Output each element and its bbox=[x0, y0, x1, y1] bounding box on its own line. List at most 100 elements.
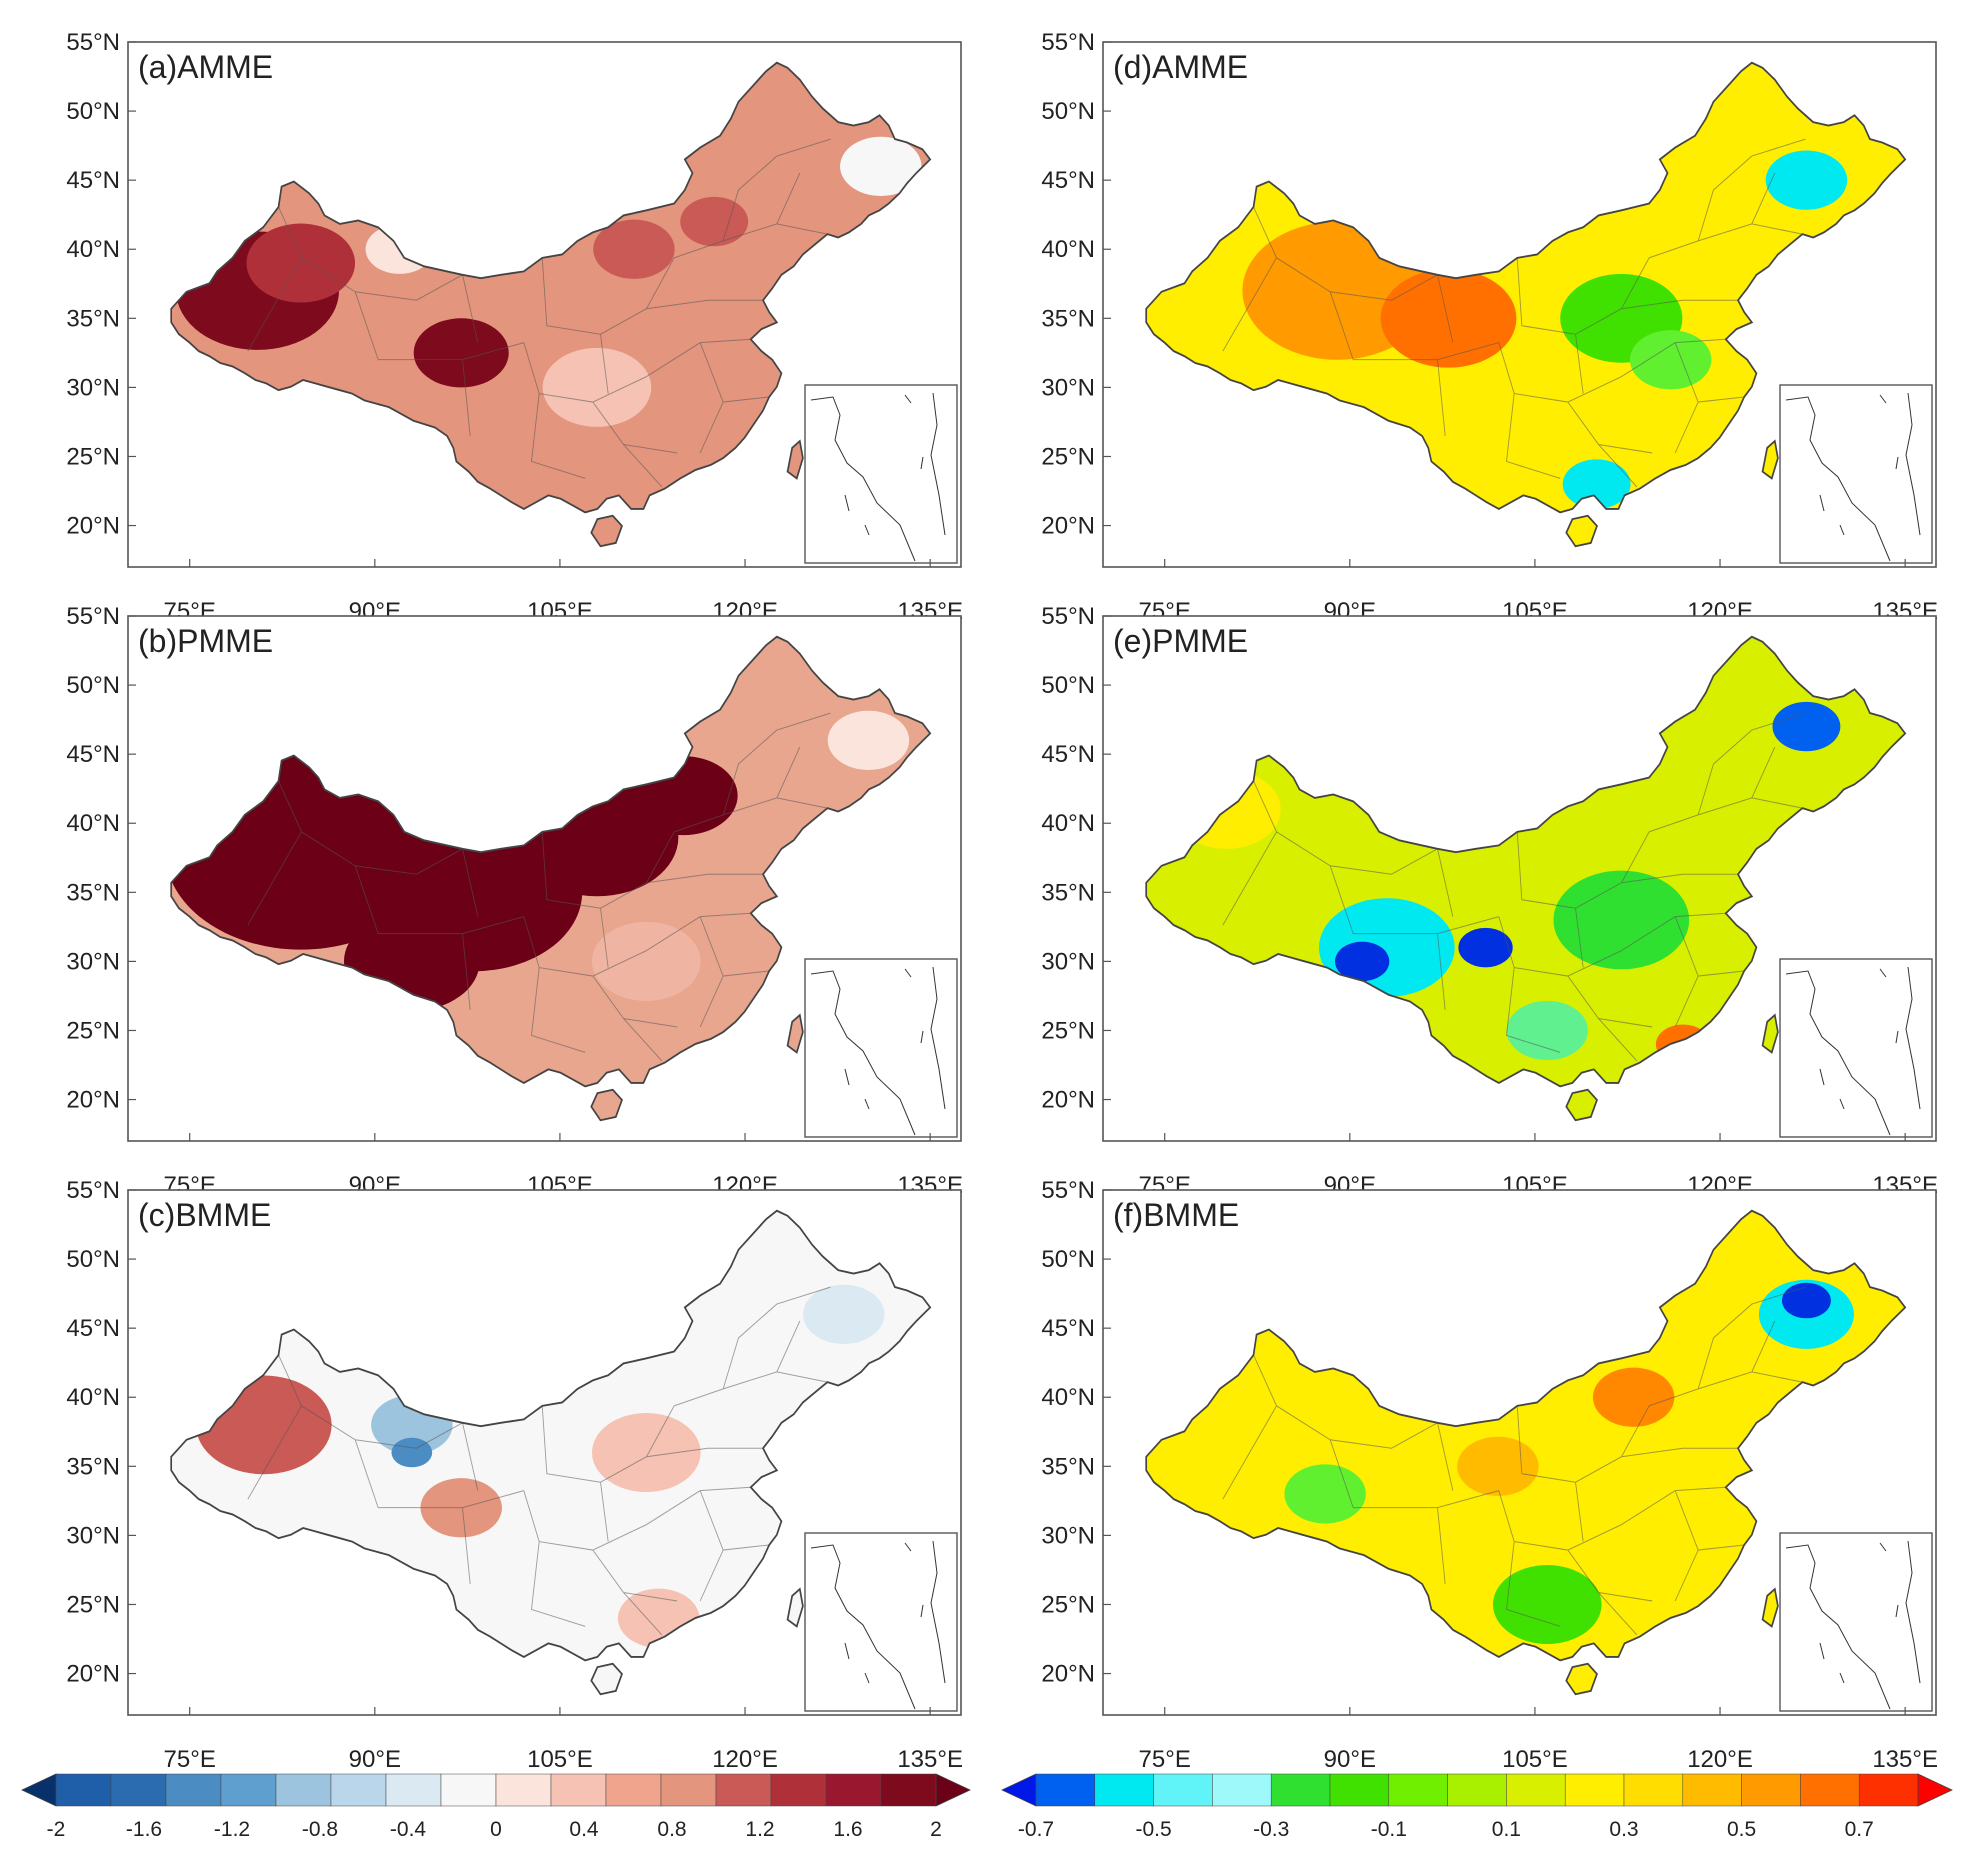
colorbar-tick-label: 0.4 bbox=[569, 1818, 599, 1841]
colorbar-swatch bbox=[1094, 1773, 1154, 1807]
anomaly-patch bbox=[413, 318, 509, 388]
y-tick-label: 20°N bbox=[66, 1661, 120, 1688]
anomaly-patch bbox=[827, 710, 910, 770]
south-china-sea-inset bbox=[804, 384, 958, 564]
anomaly-patch bbox=[1765, 150, 1848, 210]
anomaly-patch bbox=[1457, 1436, 1539, 1496]
colorbar-swatch bbox=[495, 1773, 552, 1807]
map-panel: (f)BMME 55°N 50°N 45°N 40°N 35°N 30°N 25°N 20°N 7… bbox=[1041, 1177, 1938, 1773]
south-china-sea-inset bbox=[1779, 384, 1933, 564]
anomaly-patch bbox=[246, 223, 356, 303]
panel-label: (e)PMME bbox=[1113, 623, 1248, 659]
x-tick-label: 90°E bbox=[349, 1746, 401, 1773]
anomaly-patch bbox=[1781, 1282, 1831, 1319]
colorbar-end-arrow bbox=[935, 1773, 971, 1807]
colorbar-swatch bbox=[440, 1773, 497, 1807]
anomaly-patch bbox=[803, 1284, 885, 1344]
y-tick-label: 45°N bbox=[1041, 741, 1095, 768]
y-tick-label: 35°N bbox=[1041, 305, 1095, 332]
y-tick-label: 30°N bbox=[1041, 374, 1095, 401]
panel-label: (a)AMME bbox=[138, 49, 273, 85]
colorbar-tick-label: -0.3 bbox=[1253, 1818, 1289, 1841]
colorbar-swatch bbox=[715, 1773, 772, 1807]
anomaly-patch bbox=[680, 196, 749, 247]
colorbar-tick-label: 0.5 bbox=[1727, 1818, 1756, 1841]
colorbar-tick-label: -2 bbox=[47, 1818, 66, 1841]
y-tick-label: 20°N bbox=[1041, 1661, 1095, 1688]
colorbar-swatch bbox=[275, 1773, 332, 1807]
y-tick-label: 40°N bbox=[66, 236, 120, 263]
y-tick-label: 35°N bbox=[66, 1453, 120, 1480]
colorbar-tick-label: 0.8 bbox=[657, 1818, 686, 1841]
anomaly-patch bbox=[1492, 1564, 1602, 1644]
colorbar-swatch bbox=[1623, 1773, 1684, 1807]
x-tick-label: 105°E bbox=[527, 1746, 593, 1773]
anomaly-patch bbox=[542, 347, 652, 427]
panel-label: (d)AMME bbox=[1113, 49, 1248, 85]
y-tick-label: 35°N bbox=[1041, 879, 1095, 906]
corr-colorbar: -0.7 -0.5 -0.3 -0.1 0.1 0.3 0.5 0.7 bbox=[1001, 1773, 1953, 1841]
anomaly-patch bbox=[391, 1437, 433, 1468]
y-tick-label: 45°N bbox=[66, 1315, 120, 1342]
anomaly-patch bbox=[1458, 927, 1513, 968]
y-tick-label: 55°N bbox=[66, 603, 120, 630]
south-china-sea-inset bbox=[1779, 1532, 1933, 1712]
colorbar-tick-label: -1.6 bbox=[126, 1818, 162, 1841]
south-china-sea-inset bbox=[804, 1532, 958, 1712]
anomaly-patch bbox=[1592, 1367, 1675, 1427]
y-tick-label: 45°N bbox=[66, 167, 120, 194]
colorbar-tick-label: 1.2 bbox=[745, 1818, 774, 1841]
colorbar-end-arrow bbox=[21, 1773, 57, 1807]
x-tick-label: 90°E bbox=[1324, 1746, 1376, 1773]
y-tick-label: 35°N bbox=[66, 305, 120, 332]
y-tick-label: 20°N bbox=[66, 513, 120, 540]
y-tick-label: 30°N bbox=[66, 1522, 120, 1549]
colorbar-swatch bbox=[385, 1773, 442, 1807]
y-tick-label: 20°N bbox=[1041, 513, 1095, 540]
y-tick-label: 25°N bbox=[66, 443, 120, 470]
y-tick-label: 40°N bbox=[1041, 236, 1095, 263]
y-tick-label: 25°N bbox=[1041, 443, 1095, 470]
y-tick-label: 25°N bbox=[1041, 1017, 1095, 1044]
y-tick-label: 40°N bbox=[66, 1384, 120, 1411]
anomaly-patch bbox=[1629, 330, 1712, 390]
anomaly-patch bbox=[840, 136, 922, 196]
y-tick-label: 55°N bbox=[1041, 29, 1095, 56]
y-tick-label: 25°N bbox=[66, 1591, 120, 1618]
y-tick-label: 30°N bbox=[1041, 948, 1095, 975]
anomaly-patch bbox=[1284, 1464, 1366, 1524]
temp-colorbar: -2 -1.6 -1.2 -0.8 -0.4 0 0.4 0.8 1.2 1.6 2 bbox=[21, 1773, 971, 1841]
x-tick-label: 120°E bbox=[712, 1746, 778, 1773]
colorbar-swatch bbox=[770, 1773, 827, 1807]
y-tick-label: 50°N bbox=[1041, 98, 1095, 125]
y-tick-label: 40°N bbox=[1041, 810, 1095, 837]
y-tick-label: 50°N bbox=[66, 672, 120, 699]
y-tick-label: 20°N bbox=[1041, 1087, 1095, 1114]
x-tick-label: 75°E bbox=[1139, 1746, 1191, 1773]
x-tick-label: 135°E bbox=[1872, 1746, 1938, 1773]
y-tick-label: 45°N bbox=[1041, 167, 1095, 194]
anomaly-patch bbox=[1562, 459, 1631, 509]
colorbar-tick-label: 1.6 bbox=[833, 1818, 862, 1841]
anomaly-patch bbox=[1380, 268, 1517, 368]
colorbar-swatch bbox=[1270, 1773, 1331, 1807]
y-tick-label: 35°N bbox=[1041, 1453, 1095, 1480]
y-tick-label: 50°N bbox=[1041, 1246, 1095, 1273]
colorbar-tick-label: 0.7 bbox=[1845, 1818, 1874, 1841]
panel-label: (f)BMME bbox=[1113, 1197, 1239, 1233]
x-tick-label: 105°E bbox=[1502, 1746, 1568, 1773]
y-tick-label: 40°N bbox=[1041, 1384, 1095, 1411]
colorbar-swatch bbox=[1858, 1773, 1919, 1807]
colorbar-swatch bbox=[1682, 1773, 1742, 1807]
y-tick-label: 55°N bbox=[66, 1177, 120, 1204]
colorbar-swatch bbox=[1447, 1773, 1507, 1807]
colorbar-swatch bbox=[660, 1773, 717, 1807]
colorbar-swatch bbox=[880, 1773, 937, 1807]
panel-label: (b)PMME bbox=[138, 623, 273, 659]
x-tick-label: 75°E bbox=[164, 1746, 216, 1773]
colorbar-swatch bbox=[1329, 1773, 1390, 1807]
colorbar-tick-label: -0.8 bbox=[302, 1818, 338, 1841]
colorbar-swatch bbox=[1564, 1773, 1625, 1807]
y-tick-label: 30°N bbox=[66, 948, 120, 975]
